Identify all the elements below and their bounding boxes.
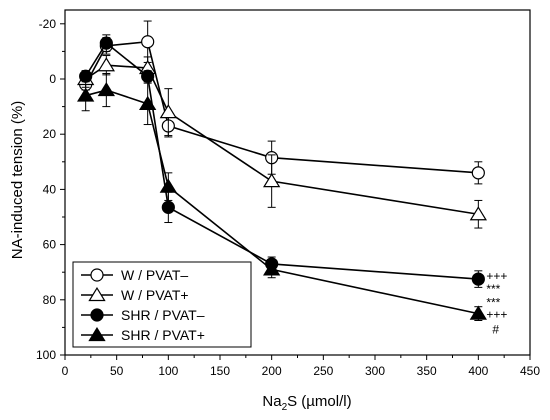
legend-marker: [90, 308, 104, 322]
y-tick-label: 80: [43, 293, 57, 307]
series-0: [79, 20, 485, 185]
legend-marker: [88, 286, 106, 302]
y-tick-label: -20: [39, 17, 57, 31]
y-tick-label: 40: [43, 182, 57, 196]
x-tick-label: 200: [262, 364, 282, 378]
x-tick-label: 300: [365, 364, 385, 378]
legend-marker: [88, 326, 106, 342]
x-tick-label: 350: [417, 364, 437, 378]
data-point: [139, 95, 157, 110]
data-point: [97, 81, 115, 97]
data-point: [471, 272, 485, 286]
data-point: [161, 200, 175, 214]
data-point: [263, 173, 281, 188]
x-tick-label: 400: [468, 364, 488, 378]
y-tick-label: 20: [43, 127, 57, 141]
y-tick-label: 100: [36, 348, 56, 362]
data-point: [469, 305, 487, 320]
significance-annotation: ***: [486, 296, 500, 310]
y-tick-label: 60: [43, 238, 57, 252]
significance-annotation: #: [492, 323, 499, 337]
data-point: [471, 166, 485, 180]
plot-area: 0 50 100 150 200 250 300 350 400 450 -20 0 20 40 60 80 1…: [36, 9, 540, 378]
significance-annotation: +++: [486, 308, 507, 322]
x-tick-label: 50: [110, 364, 124, 378]
legend-entry: SHR / PVAT–: [81, 307, 205, 323]
legend: W / PVAT– W / PVAT+ SHR / PVAT– SHR / PVAT+: [72, 261, 252, 348]
x-tick-label: 450: [520, 364, 540, 378]
x-tick-label: 150: [210, 364, 230, 378]
data-point: [159, 178, 177, 193]
y-axis-label: NA-induced tension (%): [9, 101, 26, 259]
x-axis-label: Na2S (µmol/l): [262, 393, 351, 413]
legend-label: SHR / PVAT–: [121, 307, 205, 323]
legend-marker: [90, 268, 104, 282]
series-line: [84, 40, 479, 174]
data-point: [141, 69, 155, 83]
legend-entry: W / PVAT–: [81, 267, 188, 283]
legend-label: W / PVAT–: [121, 267, 188, 283]
significance-annotation: ***: [486, 282, 500, 296]
significance-annotation: +++: [486, 269, 507, 283]
data-point: [77, 87, 95, 102]
legend-entry: SHR / PVAT+: [81, 326, 205, 343]
legend-label: SHR / PVAT+: [121, 327, 205, 343]
legend-label: W / PVAT+: [121, 287, 189, 303]
data-point: [141, 35, 155, 49]
y-tick-label: 0: [49, 72, 56, 86]
x-tick-label: 250: [313, 364, 333, 378]
data-point: [263, 261, 281, 276]
x-tick-label: 100: [158, 364, 178, 378]
series-line: [85, 64, 479, 216]
data-point: [97, 57, 115, 72]
data-point: [99, 36, 113, 50]
series-1: [77, 55, 487, 229]
x-tick-label: 0: [62, 364, 69, 378]
data-point: [159, 104, 177, 119]
legend-entry: W / PVAT+: [81, 286, 189, 303]
data-point: [469, 206, 487, 221]
series-3: [77, 72, 487, 321]
